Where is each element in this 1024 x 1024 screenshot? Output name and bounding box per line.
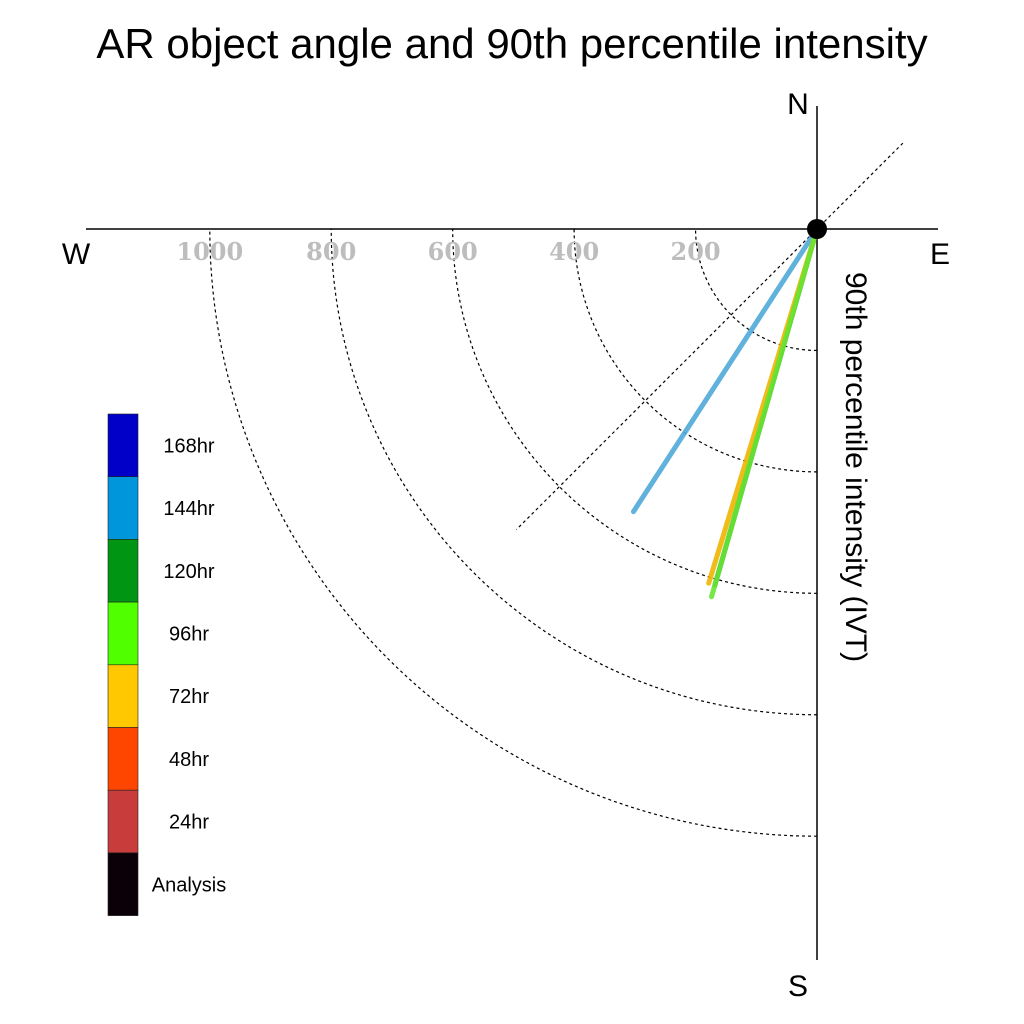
origin-marker — [807, 219, 827, 239]
series-lines — [630, 226, 820, 600]
legend-swatch — [107, 664, 139, 728]
grid-diagonal — [516, 142, 904, 530]
legend-label: Analysis — [152, 874, 226, 896]
compass-west: W — [62, 238, 91, 271]
legend-swatch — [107, 727, 139, 791]
legend-label: 96hr — [169, 623, 209, 645]
legend-swatch — [107, 852, 139, 916]
legend-swatch — [107, 476, 139, 540]
legend-label: 24hr — [169, 812, 209, 834]
legend: 168hr 144hr 120hr 96hr 72hr 48hr 24hr Analysis — [107, 413, 226, 916]
series-line — [630, 226, 820, 515]
radial-tick-label: 600 — [428, 237, 478, 266]
legend-label: 120hr — [163, 561, 214, 583]
grid-arc — [573, 228, 818, 473]
legend-label: 48hr — [169, 749, 209, 771]
grid-arc — [209, 228, 818, 837]
series-line — [709, 226, 820, 600]
radial-tick-label: 1000 — [176, 237, 243, 266]
compass-north: N — [787, 88, 809, 121]
radial-tick-label: 400 — [549, 237, 599, 266]
legend-swatch — [107, 601, 139, 666]
chart-title: AR object angle and 90th percentile inte… — [96, 20, 927, 67]
radial-ticks: 1000 800 600 400 200 — [176, 237, 720, 266]
radial-tick-label: 200 — [671, 237, 721, 266]
legend-label: 72hr — [169, 686, 209, 708]
legend-label: 144hr — [163, 498, 214, 520]
legend-label: 168hr — [163, 435, 214, 457]
grid — [209, 142, 904, 837]
grid-arc — [330, 228, 818, 716]
legend-swatch — [107, 539, 139, 603]
compass-east: E — [930, 238, 950, 271]
grid-arc — [694, 228, 818, 352]
radial-tick-label: 800 — [306, 237, 356, 266]
grid-arc — [452, 228, 818, 594]
y-axis-label: 90th percentile intensity (IVT) — [839, 272, 872, 662]
legend-swatch — [107, 413, 139, 478]
legend-swatch — [107, 789, 139, 854]
compass-south: S — [788, 970, 808, 1003]
